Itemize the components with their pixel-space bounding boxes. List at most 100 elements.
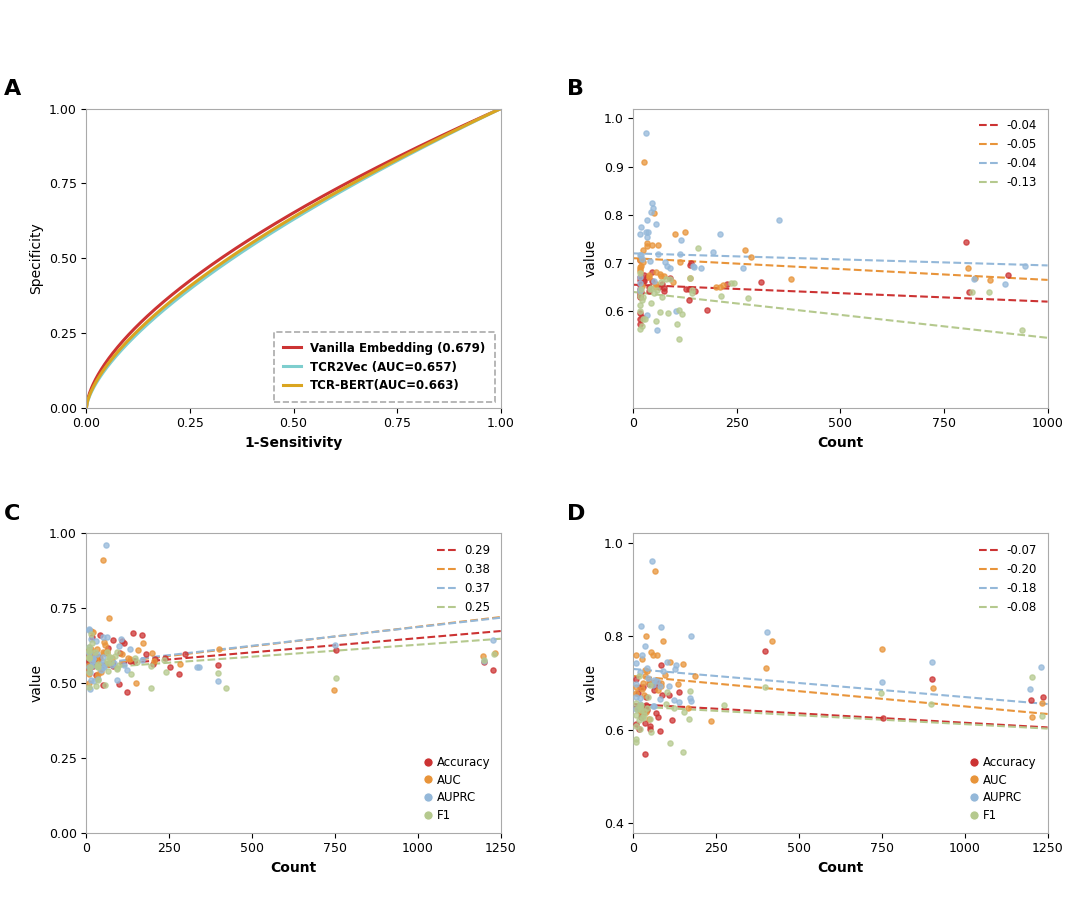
Point xyxy=(637,629,654,643)
Point xyxy=(92,628,109,643)
Y-axis label: value: value xyxy=(584,239,598,277)
Point xyxy=(89,657,106,672)
Point xyxy=(110,658,127,672)
Point xyxy=(653,277,671,291)
Point xyxy=(325,682,342,697)
Point xyxy=(95,678,112,692)
Point xyxy=(643,645,660,660)
Point xyxy=(642,722,659,737)
Point xyxy=(94,553,111,567)
Point xyxy=(634,319,651,333)
Point xyxy=(99,641,117,655)
Point xyxy=(638,270,656,284)
Point xyxy=(645,699,662,713)
Point xyxy=(104,633,121,647)
Point xyxy=(650,281,667,295)
Vanilla Embedding (0.679) xyxy=(484,108,497,119)
Point xyxy=(627,685,645,700)
Point xyxy=(631,722,648,737)
Point xyxy=(726,276,743,291)
Point xyxy=(91,651,108,665)
Point xyxy=(653,291,671,305)
Point xyxy=(681,684,699,699)
Point xyxy=(657,697,674,711)
Point xyxy=(631,262,648,276)
Point xyxy=(631,306,648,320)
Point xyxy=(711,280,728,294)
Point xyxy=(634,290,651,304)
Point xyxy=(648,706,665,720)
Point xyxy=(649,676,666,691)
Point xyxy=(642,725,659,739)
Point xyxy=(486,645,503,660)
Point xyxy=(648,674,665,689)
Y-axis label: Specificity: Specificity xyxy=(29,223,43,294)
Point xyxy=(657,255,674,270)
Point xyxy=(636,688,653,702)
Point xyxy=(87,649,105,663)
Point xyxy=(740,291,757,305)
Point xyxy=(124,626,141,641)
Point xyxy=(997,277,1014,291)
Point xyxy=(191,660,208,674)
Point xyxy=(631,252,648,266)
Point xyxy=(653,688,671,702)
X-axis label: Count: Count xyxy=(818,861,864,875)
Point xyxy=(631,721,648,736)
Point xyxy=(663,712,680,727)
Point xyxy=(922,697,940,711)
Point xyxy=(80,623,97,637)
Point xyxy=(635,155,652,169)
Point xyxy=(644,264,661,279)
Point xyxy=(108,661,125,675)
Point xyxy=(113,647,131,662)
Point xyxy=(642,281,659,295)
Point xyxy=(145,657,162,672)
Point xyxy=(484,662,501,677)
Point xyxy=(637,704,654,719)
Point xyxy=(631,317,648,331)
Point xyxy=(670,331,687,346)
Point xyxy=(98,653,116,668)
Point xyxy=(89,642,106,656)
Point xyxy=(116,635,133,650)
Point xyxy=(636,312,653,327)
Point xyxy=(80,667,97,681)
Legend: Accuracy, AUC, AUPRC, F1: Accuracy, AUC, AUPRC, F1 xyxy=(420,751,495,826)
Point xyxy=(671,695,688,710)
Point xyxy=(87,659,105,673)
Point xyxy=(98,630,116,644)
Line: Vanilla Embedding (0.679): Vanilla Embedding (0.679) xyxy=(86,109,501,408)
Point xyxy=(119,663,136,678)
Point xyxy=(211,642,228,656)
Point xyxy=(81,681,98,696)
Point xyxy=(715,698,732,712)
Point xyxy=(687,283,704,298)
Point xyxy=(635,708,652,722)
Point xyxy=(702,714,719,729)
Point xyxy=(644,238,661,252)
Point xyxy=(737,243,754,257)
Point xyxy=(634,311,651,326)
Point xyxy=(103,651,120,665)
Point xyxy=(680,711,698,726)
Point xyxy=(102,657,119,672)
Point xyxy=(108,673,125,688)
Point xyxy=(638,702,656,717)
Point xyxy=(634,682,651,697)
Point xyxy=(99,657,117,672)
Point xyxy=(635,273,652,288)
Point xyxy=(667,658,685,672)
Point xyxy=(106,649,123,663)
Text: D: D xyxy=(567,503,585,523)
Point xyxy=(632,290,649,304)
Point xyxy=(633,710,650,725)
Point xyxy=(635,268,652,282)
Point xyxy=(632,618,649,633)
Point xyxy=(627,719,645,734)
X-axis label: Count: Count xyxy=(818,436,864,450)
Point xyxy=(874,643,891,657)
TCR-BERT(AUC=0.663) xyxy=(326,189,339,200)
Point xyxy=(104,658,121,672)
X-axis label: 1-Sensitivity: 1-Sensitivity xyxy=(244,436,342,450)
